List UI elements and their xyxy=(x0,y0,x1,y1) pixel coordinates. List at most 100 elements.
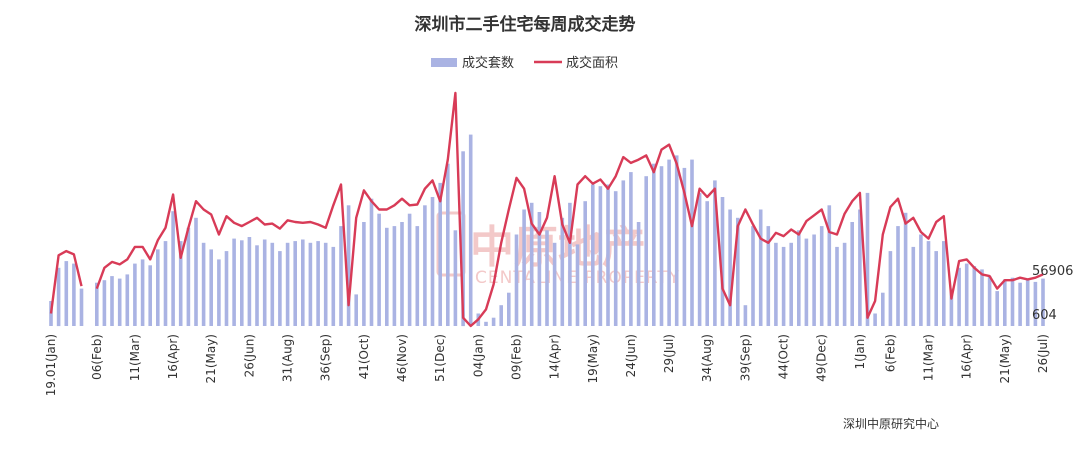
bar xyxy=(987,276,992,326)
bar xyxy=(178,241,183,326)
bar xyxy=(140,259,145,326)
bar xyxy=(117,278,122,326)
bar xyxy=(1025,278,1030,326)
bar xyxy=(995,291,999,326)
x-tick-label: 34(Aug) xyxy=(700,334,714,382)
bar xyxy=(110,276,114,326)
bar xyxy=(766,226,771,326)
bar xyxy=(133,263,137,326)
bar xyxy=(308,242,313,326)
bar xyxy=(224,251,229,326)
bar xyxy=(720,197,725,326)
bar xyxy=(934,251,938,326)
bar xyxy=(232,238,236,326)
bar xyxy=(293,241,297,326)
bar xyxy=(507,292,511,326)
bar xyxy=(751,226,755,326)
x-tick-label: 41(Oct) xyxy=(357,334,371,379)
bar xyxy=(629,172,633,326)
bar xyxy=(690,159,694,326)
x-tick-label: 11(Mar) xyxy=(922,334,936,381)
bar-series xyxy=(49,134,1045,327)
bar xyxy=(674,155,679,326)
bar xyxy=(1018,282,1022,326)
bar xyxy=(819,226,824,326)
bar xyxy=(964,263,969,326)
x-tick-label: 09(Feb) xyxy=(510,334,524,380)
x-tick-label: 49(Dec) xyxy=(815,334,829,382)
bar xyxy=(423,205,427,326)
bar xyxy=(392,226,397,326)
bar xyxy=(667,159,671,326)
bar xyxy=(949,288,954,326)
bar xyxy=(514,234,519,326)
bar xyxy=(240,240,244,326)
bar xyxy=(972,266,977,326)
x-tick-label: 51(Dec) xyxy=(433,334,447,382)
bar xyxy=(400,222,404,326)
x-tick-label: 19(May) xyxy=(586,334,600,383)
x-tick-label: 14(Apr) xyxy=(548,334,562,379)
bar xyxy=(621,180,626,326)
bar xyxy=(301,239,305,326)
legend-bar-swatch xyxy=(431,58,457,67)
bar xyxy=(331,246,336,326)
bar xyxy=(583,201,587,326)
x-tick-label: 06(Feb) xyxy=(90,334,104,380)
bar xyxy=(552,242,557,326)
chart-title: 深圳市二手住宅每周成交走势 xyxy=(415,14,636,35)
line-series xyxy=(49,91,1044,328)
x-tick-label: 16(Apr) xyxy=(166,334,180,379)
watermark: 中原地产 CENTALINE PROPERTY xyxy=(436,211,679,288)
x-tick-label: 1(Jan) xyxy=(853,334,867,370)
x-tick-label: 26(Jun) xyxy=(242,334,256,377)
bar xyxy=(613,191,618,326)
bar xyxy=(247,237,252,326)
x-tick-label: 29(Jul) xyxy=(662,334,676,373)
bar xyxy=(362,222,366,326)
x-axis-ticks: 19.01(Jan) 06(Feb) 11(Mar) 16(Apr) 21(May) 26… xyxy=(44,334,1050,396)
end-label-bar: 604 xyxy=(1032,308,1057,323)
end-label-line: 56906 xyxy=(1032,264,1073,279)
bar xyxy=(453,230,458,326)
bar xyxy=(781,246,786,326)
bar xyxy=(385,227,389,326)
bar xyxy=(461,151,465,327)
bar xyxy=(568,202,572,326)
bar xyxy=(713,180,717,326)
bar xyxy=(354,294,358,326)
x-tick-label: 11(Mar) xyxy=(128,334,142,381)
bar xyxy=(644,176,648,326)
bar xyxy=(262,239,267,326)
bar xyxy=(636,222,641,326)
bar xyxy=(842,242,847,326)
x-tick-label: 31(Aug) xyxy=(281,334,295,382)
bar xyxy=(201,242,206,326)
bar xyxy=(858,209,862,326)
bar xyxy=(499,305,503,326)
bar xyxy=(1041,278,1045,326)
bar xyxy=(217,259,221,326)
bar xyxy=(430,197,435,326)
bar xyxy=(270,242,275,326)
bar xyxy=(835,246,839,326)
bar xyxy=(652,163,656,326)
x-tick-label: 6(Feb) xyxy=(883,334,897,372)
bar xyxy=(736,217,740,326)
bar xyxy=(79,288,84,326)
bar xyxy=(186,227,191,326)
bar xyxy=(903,212,908,326)
bar xyxy=(728,209,732,326)
bar xyxy=(484,321,488,326)
bar xyxy=(102,280,107,326)
x-tick-label: 16(Apr) xyxy=(960,334,974,379)
bar xyxy=(369,198,374,326)
bar xyxy=(598,186,603,326)
bar xyxy=(407,213,412,326)
bar xyxy=(659,166,664,326)
bar xyxy=(1033,281,1038,326)
bar xyxy=(942,241,946,326)
bar xyxy=(163,241,168,326)
x-tick-label: 36(Sep) xyxy=(319,334,333,381)
